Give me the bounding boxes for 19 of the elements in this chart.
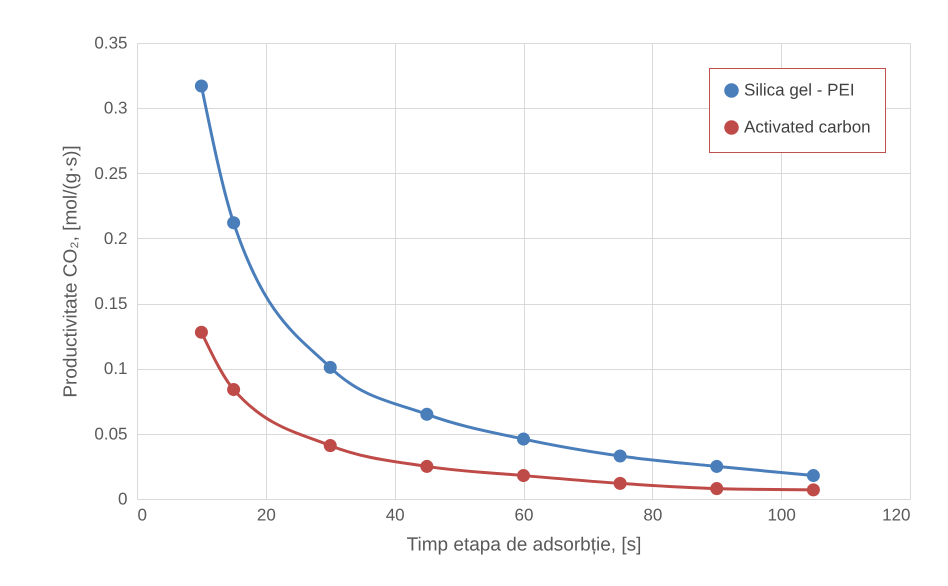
y-tick-label: 0.3 [104, 98, 128, 118]
x-tick-label: 80 [643, 506, 662, 524]
y-tick-label: 0.2 [104, 228, 128, 248]
x-tick-label: 20 [256, 506, 276, 524]
x-tick-label: 40 [386, 506, 405, 524]
x-tick-label: 120 [882, 506, 910, 524]
x-tick-label: 60 [514, 506, 534, 524]
y-tick-label: 0.25 [94, 164, 128, 183]
y-tick-label: 0.1 [104, 359, 128, 378]
x-axis-title: Timp etapa de adsorbție, [s] [406, 534, 642, 556]
y-tick-label: 0.05 [94, 424, 128, 444]
legend-label: Activated carbon [744, 118, 871, 136]
y-tick-label: 0.35 [94, 34, 128, 52]
y-tick-label: 0 [118, 490, 128, 508]
x-tick-label: 100 [767, 506, 796, 524]
x-tick-label: 0 [138, 506, 147, 524]
y-tick-label: 0.15 [94, 294, 128, 314]
legend-label: Silica gel - PEI [744, 80, 855, 100]
y-axis-title: Productivitate CO₂, [mol/(g·s)] [60, 145, 82, 398]
